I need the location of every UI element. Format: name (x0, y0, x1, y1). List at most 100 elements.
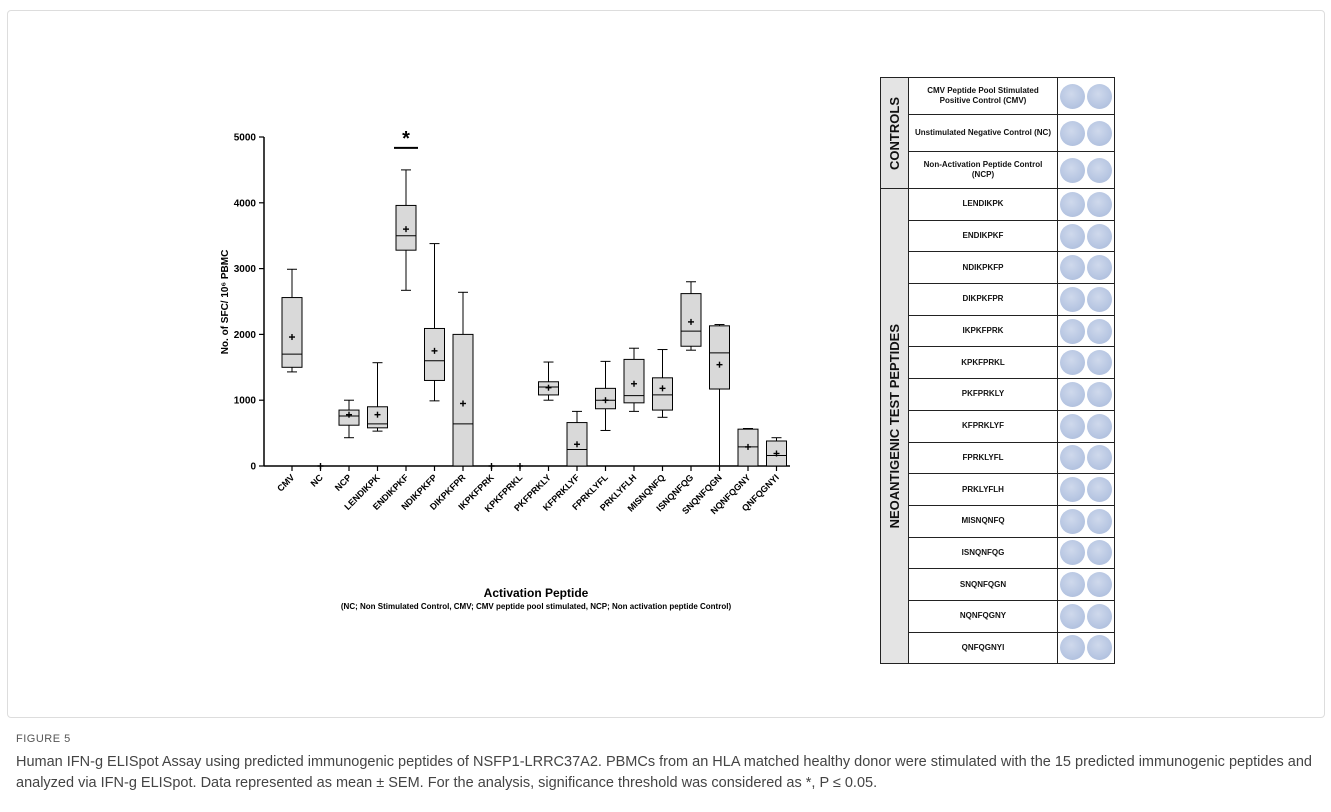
well-image (1087, 413, 1112, 439)
well-image (1087, 223, 1112, 249)
well-image (1087, 381, 1112, 407)
well-cell (1057, 473, 1115, 506)
peptide-label: KPKFPRKL (908, 346, 1058, 380)
peptide-label: NDIKPKFP (908, 251, 1058, 285)
peptide-label: PRKLYFLH (908, 473, 1058, 506)
peptide-label: QNFQGNYI (908, 631, 1058, 665)
well-cell (1057, 631, 1115, 665)
panel-row: NQNFQGNY (881, 599, 1115, 633)
peptide-label: ISNQNFQG (908, 536, 1058, 570)
well-cell (1057, 409, 1115, 443)
peptide-label: LENDIKPK (908, 188, 1058, 221)
well-image (1087, 157, 1112, 183)
well-cell (1057, 599, 1115, 633)
group-label: NEOANTIGENIC TEST PEPTIDES (887, 323, 902, 529)
x-axis-subtitle: (NC; Non Stimulated Control, CMV; CMV pe… (341, 602, 732, 611)
well-image (1060, 445, 1085, 471)
peptide-label: CMV Peptide Pool Stimulated Positive Con… (908, 77, 1058, 115)
well-image (1087, 477, 1112, 503)
significance-star: * (402, 128, 410, 150)
well-image (1060, 572, 1085, 598)
well-image (1060, 635, 1085, 661)
x-tick-label: NCP (333, 472, 354, 493)
x-tick-label: CMV (275, 472, 296, 493)
well-image (1087, 318, 1112, 344)
panel-row: PRKLYFLH (881, 473, 1115, 506)
well-image (1060, 120, 1085, 146)
peptide-label: ENDIKPKF (908, 219, 1058, 253)
panel-row: PKFPRKLY (881, 378, 1115, 411)
well-image (1087, 445, 1112, 471)
panel-row: ENDIKPKF (881, 219, 1115, 253)
well-image (1087, 572, 1112, 598)
peptide-label: MISNQNFQ (908, 504, 1058, 538)
well-cell (1057, 114, 1115, 152)
y-tick-label: 1000 (234, 396, 257, 407)
group-label: CONTROLS (887, 96, 902, 170)
box (452, 333, 474, 467)
well-image (1060, 540, 1085, 566)
well-image (1087, 286, 1112, 312)
well-image (1087, 603, 1112, 629)
peptide-label: DIKPKFPR (908, 283, 1058, 316)
group-cell: CONTROLS (880, 77, 909, 189)
y-tick-label: 2000 (234, 330, 257, 341)
panel-row: DIKPKFPR (881, 283, 1115, 316)
group-cell: NEOANTIGENIC TEST PEPTIDES (880, 187, 909, 665)
panel-row: IKPKFPRK (881, 314, 1115, 348)
well-cell (1057, 536, 1115, 570)
panel-row: KFPRKLYF (881, 409, 1115, 443)
panel-row: Non-Activation Peptide Control (NCP) (881, 151, 1115, 189)
figure-label: FIGURE 5 (16, 733, 71, 745)
well-image (1060, 603, 1085, 629)
box (709, 325, 730, 390)
well-cell (1057, 219, 1115, 253)
caption: FIGURE 5 Human IFN-g ELISpot Assay using… (16, 733, 1316, 793)
peptide-label: Non-Activation Peptide Control (NCP) (908, 151, 1058, 189)
well-image (1060, 223, 1085, 249)
well-cell (1057, 314, 1115, 348)
well-image (1087, 83, 1112, 109)
panel-row: CONTROLS CMV Peptide Pool Stimulated Posi… (880, 77, 1115, 189)
well-image (1087, 255, 1112, 281)
box (281, 297, 303, 368)
well-image (1087, 350, 1112, 376)
y-tick-label: 4000 (234, 198, 257, 209)
well-cell (1057, 188, 1115, 221)
x-tick-label: NC (309, 472, 326, 489)
box (424, 327, 445, 381)
well-cell (1057, 283, 1115, 316)
well-image (1060, 508, 1085, 534)
well-image (1060, 255, 1085, 281)
well-image (1087, 508, 1112, 534)
y-tick-label: 0 (250, 462, 256, 473)
panel-row: NEOANTIGENIC TEST PEPTIDES LENDIKPK (880, 187, 1115, 665)
panel-row: SNQNFQGN (881, 568, 1115, 601)
peptide-label: KFPRKLYF (908, 409, 1058, 443)
peptide-label: SNQNFQGN (908, 568, 1058, 601)
well-cell (1057, 441, 1115, 475)
well-image (1060, 157, 1085, 183)
well-cell (1057, 378, 1115, 411)
well-image (1060, 350, 1085, 376)
well-image (1087, 635, 1112, 661)
well-image (1060, 381, 1085, 407)
y-tick-label: 5000 (234, 133, 257, 144)
well-image (1087, 120, 1112, 146)
peptide-label: IKPKFPRK (908, 314, 1058, 348)
panel-row: QNFQGNYI (881, 631, 1115, 665)
well-cell (1057, 504, 1115, 538)
well-image (1060, 318, 1085, 344)
panel-row: ISNQNFQG (881, 536, 1115, 570)
figure-frame (7, 10, 1325, 718)
well-cell (1057, 151, 1115, 189)
well-cell (1057, 568, 1115, 601)
caption-text: Human IFN-g ELISpot Assay using predicte… (16, 754, 1313, 791)
well-image (1060, 191, 1085, 217)
well-image (1087, 540, 1112, 566)
well-cell (1057, 251, 1115, 285)
x-axis-title: Activation Peptide (484, 586, 589, 600)
box (652, 377, 673, 411)
panel-row: KPKFPRKL (881, 346, 1115, 380)
peptide-label: FPRKLYFL (908, 441, 1058, 475)
